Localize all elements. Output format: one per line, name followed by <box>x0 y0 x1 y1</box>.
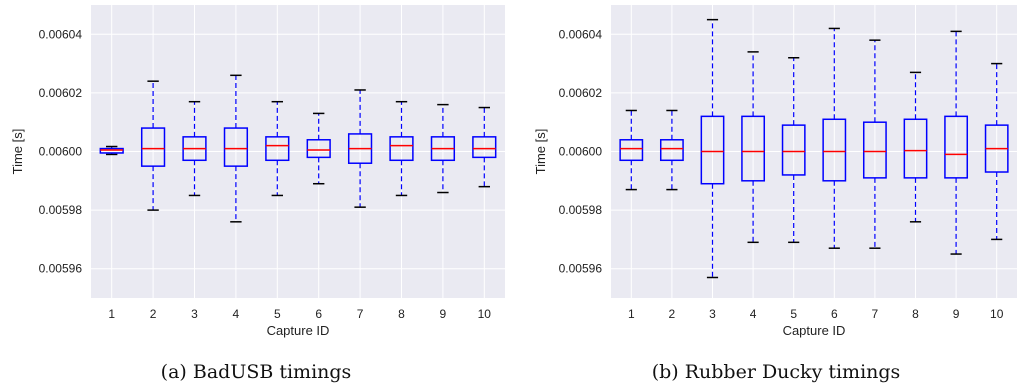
panel-b-xtick-label: 2 <box>669 307 676 321</box>
panel-a-ytick-label: 0.00602 <box>39 86 83 100</box>
panel-b-xtick-label: 10 <box>990 307 1004 321</box>
panel-b-ytick-label: 0.00598 <box>559 203 603 217</box>
panel-b-ytick-label: 0.00602 <box>559 86 603 100</box>
panel-b-xtick-label: 4 <box>750 307 757 321</box>
panel-b-box <box>781 124 806 176</box>
panel-a-xtick-label: 9 <box>440 307 447 321</box>
panel-a-box <box>265 136 290 162</box>
panel-b-xtick-label: 1 <box>628 307 635 321</box>
panel-a-xtick-label: 2 <box>150 307 157 321</box>
panel-a-ytick-label: 0.00598 <box>39 203 83 217</box>
panel-b-xtick-label: 5 <box>790 307 797 321</box>
panel-a-box <box>140 127 166 167</box>
panel-b-x-axis-label: Capture ID <box>783 323 846 338</box>
panel-a-xtick-label: 5 <box>274 307 281 321</box>
panel-a-box <box>306 139 331 159</box>
panel-a-xtick-label: 10 <box>478 307 492 321</box>
panel-b-caption: (b) Rubber Ducky timings <box>652 361 901 383</box>
panel-a-xtick-label: 3 <box>191 307 198 321</box>
panel-b-xtick-label: 8 <box>912 307 919 321</box>
panel-b-ytick-label: 0.00596 <box>559 262 603 276</box>
panel-b-y-axis-label: Time [s] <box>533 129 548 175</box>
panel-b-xtick-label: 6 <box>831 307 838 321</box>
panel-a-box <box>223 127 249 167</box>
panel-a-box <box>472 136 497 159</box>
panel-b-xtick-label: 9 <box>953 307 960 321</box>
panel-a-ytick-label: 0.00596 <box>39 262 83 276</box>
panel-b-box <box>862 121 887 179</box>
panel-b-box <box>944 115 969 179</box>
panel-a-xtick-label: 4 <box>233 307 240 321</box>
panel-b-box <box>903 118 928 179</box>
panel-a-box <box>389 136 414 162</box>
panel-a-xtick-label: 6 <box>315 307 322 321</box>
panel-b-box <box>741 115 766 182</box>
panel-b-ytick-label: 0.00600 <box>559 145 603 159</box>
panel-a-xtick-label: 1 <box>108 307 115 321</box>
panel-b-ytick-label: 0.00604 <box>559 27 603 41</box>
panel-a-y-axis-label: Time [s] <box>10 129 25 175</box>
panel-a-ytick-label: 0.00604 <box>39 27 83 41</box>
panel-a-xtick-label: 7 <box>357 307 364 321</box>
panel-b-xtick-label: 3 <box>709 307 716 321</box>
panel-a-xtick-label: 8 <box>398 307 405 321</box>
panel-b-box <box>619 139 644 162</box>
panel-a-ytick-label: 0.00600 <box>39 145 83 159</box>
panel-a-caption: (a) BadUSB timings <box>161 361 352 383</box>
panel-b-box <box>700 115 725 185</box>
panel-b-box <box>822 118 847 182</box>
panel-b-box <box>659 139 684 162</box>
panel-b-xtick-label: 7 <box>872 307 879 321</box>
panel-a-x-axis-label: Capture ID <box>267 323 330 338</box>
